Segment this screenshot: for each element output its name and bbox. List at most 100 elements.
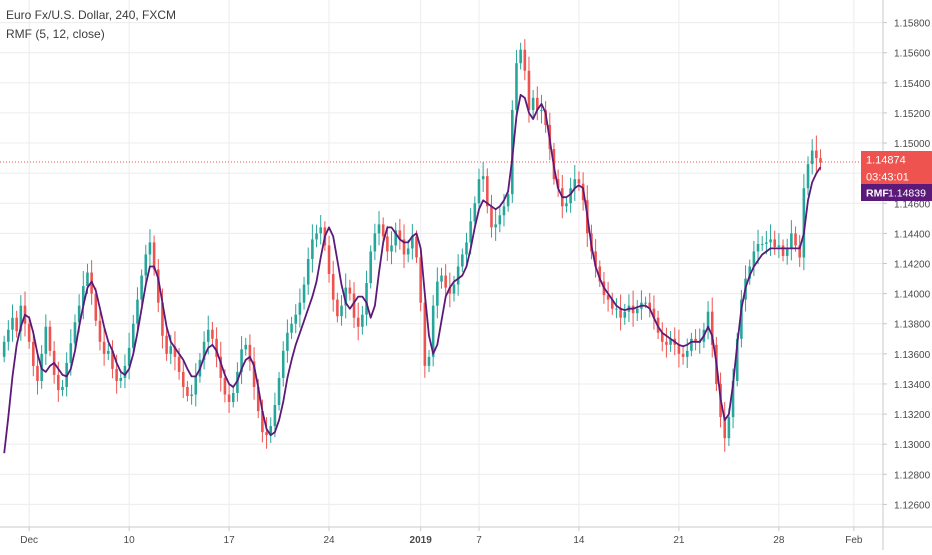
candle-body [231,392,235,403]
candle-body [281,350,285,378]
candle-body [211,329,214,339]
candle-body [131,323,135,348]
candle-body [294,314,298,324]
candle-body [365,283,368,315]
candle-body [194,376,198,395]
candle-body [352,293,356,318]
candle-body [610,299,614,309]
candle-body [486,176,489,207]
candle-body [573,179,577,189]
candle-body [810,150,814,165]
candle-body [344,287,347,306]
candle-body [615,308,618,310]
candle-body [302,284,306,303]
candle-body [394,230,397,246]
candle-body [481,176,485,180]
y-tick-label: 1.13600 [894,350,931,361]
candle-body [515,63,518,110]
candle-body [286,332,289,351]
last-price-badge-bg [861,151,932,168]
y-tick-label: 1.12800 [894,470,931,481]
candle-body [569,188,572,204]
candle-body [419,257,422,303]
candle-body [61,386,64,390]
candle-body [531,97,535,110]
candle-body [206,329,210,342]
y-tick-label: 1.13200 [894,410,931,421]
candle-body [165,335,168,354]
y-tick-label: 1.15600 [894,49,931,60]
y-tick-label: 1.13000 [894,440,931,451]
candle-body [202,341,206,360]
candle-body [402,239,406,255]
candle-body [490,206,493,228]
indicator-label: RMF (5, 12, close) [6,27,105,41]
candle-body [265,432,268,436]
rmf-badge-bg [861,184,932,201]
y-tick-label: 1.14000 [894,290,931,301]
candle-body [398,230,402,240]
candle-body [223,377,227,395]
candle-body [369,251,372,284]
candle-body [577,179,581,184]
countdown-badge-bg [861,168,932,185]
candle-body [444,275,447,288]
candle-body [148,242,152,255]
candle-body [161,302,164,336]
candle-body [598,266,602,282]
candle-body [269,426,273,436]
candle-body [477,179,481,204]
candle-body [340,305,343,317]
candle-body [57,374,60,390]
candle-body [723,417,727,439]
candle-body [540,109,543,111]
candle-body [152,242,156,270]
rmf-badge-value: 1.14839 [888,188,926,200]
candle-body [815,150,818,159]
x-tick-label: 7 [476,535,482,546]
candle-body [423,302,427,366]
candle-body [740,299,743,339]
y-tick-label: 1.13400 [894,380,931,391]
y-tick-label: 1.15200 [894,109,931,120]
candle-body [136,299,139,324]
candle-body [190,394,193,397]
candle-body [348,287,352,294]
candle-body [727,417,731,439]
candle-body [502,206,506,216]
candle-body [273,405,277,427]
candle-body [115,368,118,381]
candle-body [390,245,393,252]
candle-body [748,266,752,279]
candle-body [181,371,185,387]
countdown-badge: 03:43:01 [866,172,909,184]
candle-body [506,194,510,207]
candle-body [765,242,768,244]
candle-body [36,365,39,381]
candle-body [48,326,52,351]
candle-body [19,305,23,332]
candle-body [252,361,256,387]
candle-body [473,203,477,222]
candle-body [456,266,460,285]
y-tick-label: 1.14400 [894,229,931,240]
x-tick-label: 28 [773,535,785,546]
candlesticks [2,39,822,452]
candle-body [156,269,160,303]
x-tick-label: 10 [124,535,136,546]
grid-lines [0,0,883,527]
candle-body [436,281,439,306]
candle-body [69,343,73,363]
y-tick-label: 1.15800 [894,19,931,30]
candle-body [806,164,810,189]
candle-body [685,350,689,357]
candle-body [431,305,435,357]
candle-body [277,377,281,406]
candle-body [635,308,639,314]
candle-body [298,302,302,315]
candle-body [652,308,656,318]
candle-body [144,254,148,276]
y-tick-label: 1.14600 [894,199,931,210]
